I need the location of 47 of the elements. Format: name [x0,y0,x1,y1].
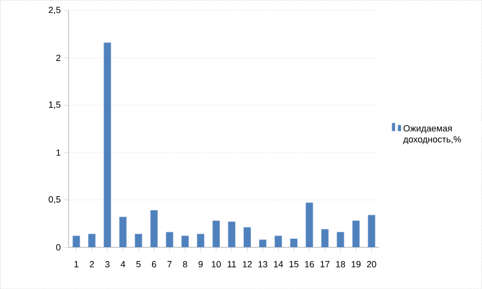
x-tick-label: 15 [290,260,298,268]
bar [321,229,329,248]
bar [196,234,204,248]
bar [368,214,376,248]
bar [212,220,220,248]
x-tick-label: 16 [305,260,314,268]
bar [88,234,96,248]
y-tick-label: 1,5 [49,101,60,109]
bar [72,236,80,248]
bar [306,202,314,248]
x-tick-label: 19 [352,260,361,268]
x-tick-label: 5 [136,260,141,268]
bar [119,216,127,248]
bar [166,232,174,248]
bar [336,232,344,248]
y-tick-label: 2,5 [48,6,60,14]
bar [134,234,142,248]
legend-label: Ожидаемая доходность,% [403,125,461,144]
x-tick-label: 4 [120,260,126,268]
x-tick-label: 10 [212,260,221,268]
y-tick-label: 2 [56,54,60,61]
bar [259,239,266,248]
x-tick-label: 7 [168,260,172,268]
x-tick-label: 2 [90,260,94,268]
x-tick-label: 11 [228,260,236,268]
x-tick-label: 13 [258,260,268,268]
x-tick-label: 6 [152,260,156,268]
x-tick-label: 8 [182,260,188,268]
x-tick-label: 20 [367,260,376,268]
x-tick-label: 3 [105,260,110,268]
x-tick-label: 17 [320,260,330,268]
y-tick-label: 0 [56,244,60,250]
x-tick-label: 12 [242,260,252,268]
bar [244,227,251,248]
bar [104,42,112,248]
bar [274,236,282,248]
bar [290,238,298,248]
bar [181,236,189,248]
bar [352,220,360,248]
x-tick-label: 14 [274,260,284,268]
x-tick-label: 9 [198,260,203,268]
bar [150,210,158,248]
y-tick-label: 1 [56,149,60,156]
y-tick-label: 0,5 [48,196,60,204]
x-tick-label: 1 [74,260,78,268]
x-tick-label: 18 [336,260,346,268]
bar [228,221,236,248]
